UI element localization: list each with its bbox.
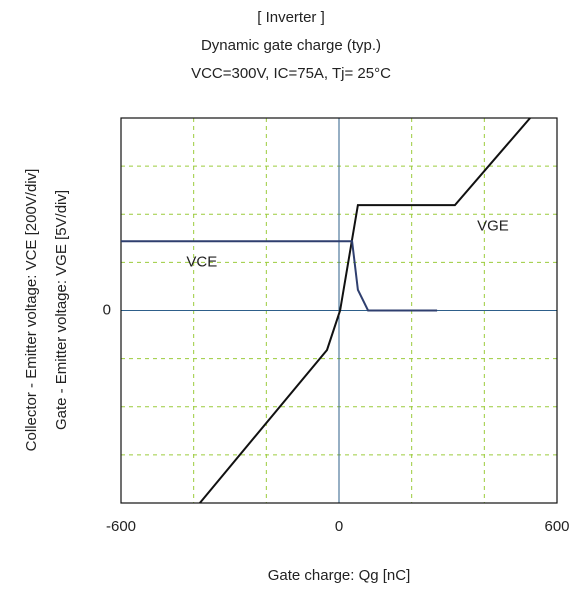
annotation: VGE [477,217,509,234]
annotation: VCE [186,253,217,270]
plot-border [120,117,558,504]
chart-subtitle: Dynamic gate charge (typ.) [201,37,381,54]
x-tick-label: 0 [335,518,343,535]
x-tick-label: 600 [544,518,569,535]
y-axis-label: Collector - Emitter voltage: VCE [200V/d… [23,169,40,452]
series-line [199,117,531,504]
chart-title: [ Inverter ] [257,9,325,26]
series-line [121,240,438,312]
x-tick-label: -600 [106,518,136,535]
y-tick-label: 0 [103,301,111,318]
chart-conditions: VCC=300V, IC=75A, Tj= 25°C [191,65,391,82]
y-axis-label: Gate - Emitter voltage: VGE [5V/div] [53,190,70,430]
x-axis-label: Gate charge: Qg [nC] [268,567,411,584]
